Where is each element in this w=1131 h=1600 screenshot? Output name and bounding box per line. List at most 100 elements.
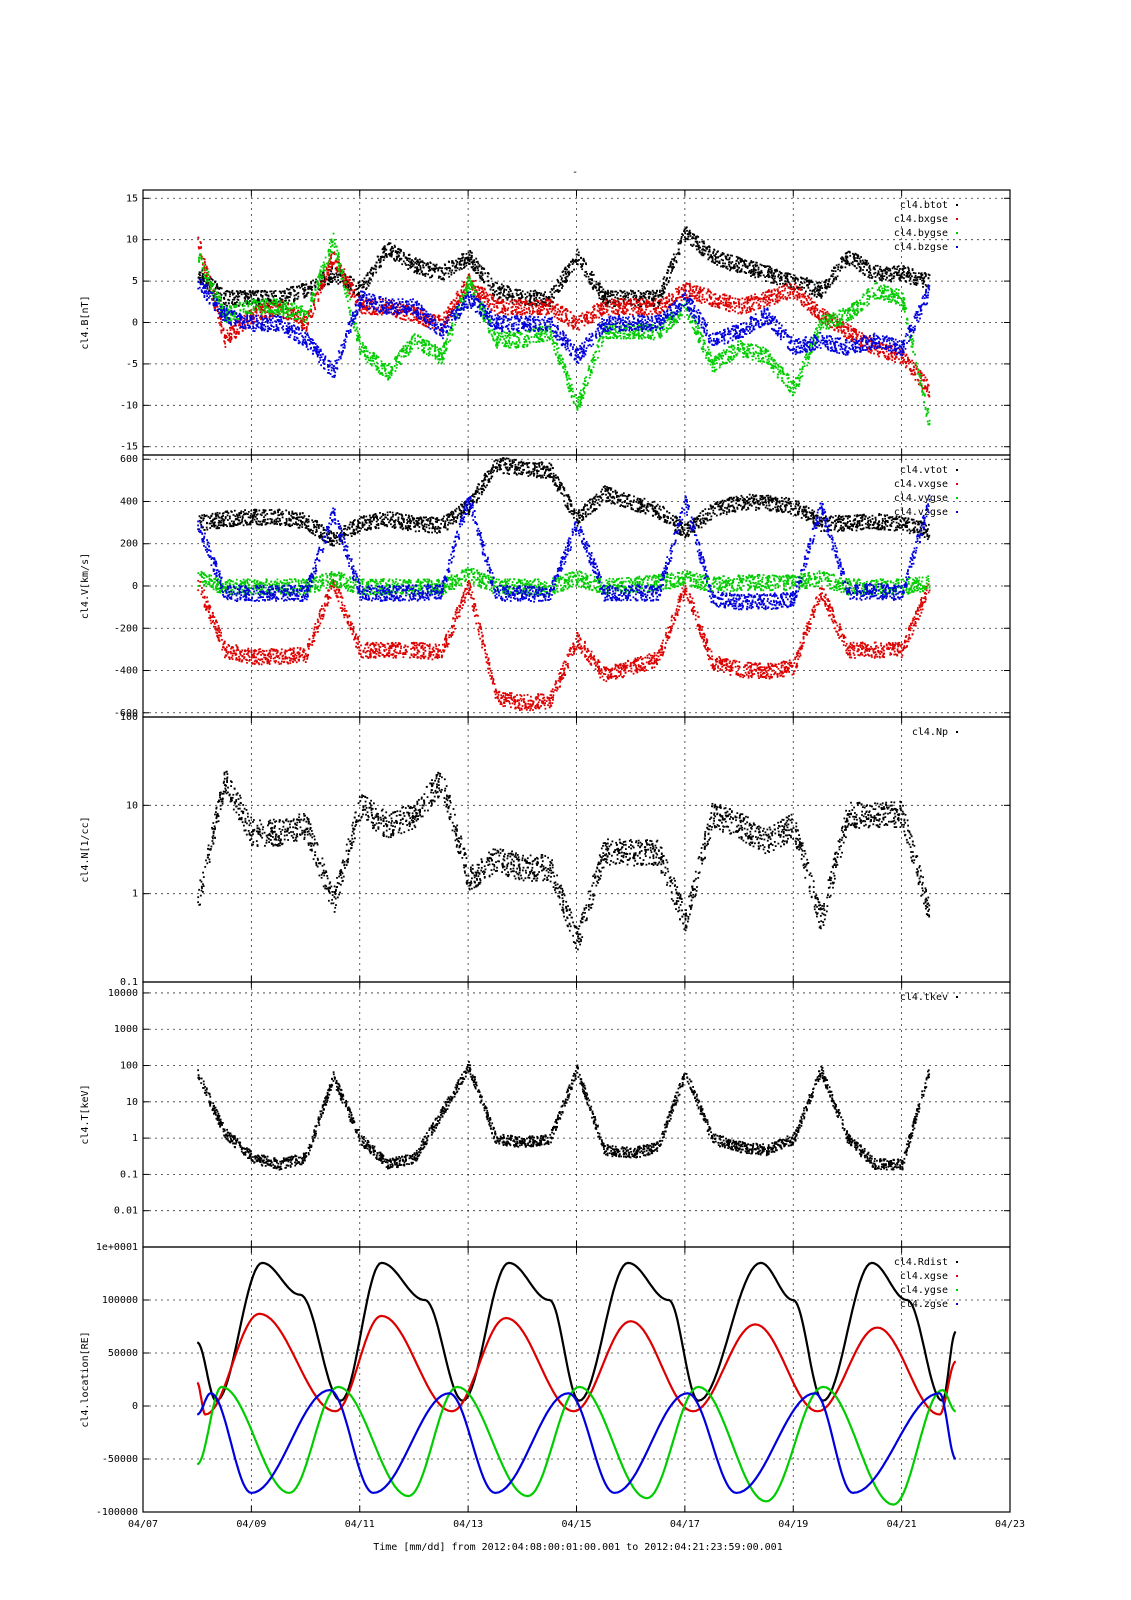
data-point [584, 262, 587, 265]
data-point [907, 360, 909, 363]
data-point [899, 279, 902, 282]
data-point [414, 261, 416, 264]
data-point [405, 264, 407, 266]
data-point [422, 266, 425, 269]
data-point [280, 298, 282, 301]
data-point [805, 279, 808, 282]
data-point [240, 291, 243, 294]
data-point [273, 290, 275, 293]
data-point [653, 298, 655, 300]
data-point [706, 248, 708, 250]
data-point [763, 298, 766, 300]
data-point [518, 311, 521, 313]
data-point [891, 359, 894, 362]
data-point [790, 283, 792, 286]
data-point [228, 338, 231, 341]
data-point [285, 295, 288, 298]
data-point [737, 261, 740, 264]
data-point [259, 316, 261, 319]
data-point [807, 295, 810, 298]
data-point [490, 286, 493, 289]
data-point [808, 293, 811, 296]
data-point [921, 372, 923, 375]
data-point [728, 301, 730, 304]
data-point [414, 308, 417, 311]
data-point [457, 257, 460, 260]
data-point [896, 266, 899, 268]
data-point [878, 355, 880, 358]
data-point [551, 309, 554, 311]
data-point [793, 289, 796, 291]
data-point [537, 313, 539, 316]
data-point [470, 266, 473, 268]
data-point [792, 295, 795, 298]
data-point [510, 295, 513, 298]
data-point [710, 291, 712, 294]
data-point [406, 257, 409, 260]
data-point [415, 307, 418, 309]
data-point [920, 274, 923, 277]
data-point [722, 252, 725, 255]
data-point [786, 275, 789, 278]
data-point [553, 285, 556, 287]
data-point [567, 270, 570, 273]
y-axis-label: cl4.B[nT] [80, 295, 91, 349]
data-point [627, 296, 629, 299]
data-point [758, 271, 761, 273]
data-point [481, 274, 484, 276]
data-point [893, 272, 895, 275]
data-point [473, 259, 476, 261]
data-point [806, 299, 808, 302]
data-point [323, 273, 325, 276]
data-point [602, 300, 604, 303]
data-point [745, 266, 747, 268]
data-point [214, 295, 217, 298]
data-point [338, 258, 340, 261]
data-point [581, 264, 584, 267]
data-point [873, 272, 875, 275]
data-point [203, 277, 206, 280]
data-point [528, 294, 531, 297]
data-point [198, 259, 200, 261]
data-point [434, 270, 436, 273]
data-point [266, 311, 269, 313]
data-point [473, 261, 476, 263]
data-point [684, 284, 687, 286]
data-point [645, 303, 648, 305]
data-point [404, 262, 407, 265]
data-point [279, 303, 282, 305]
data-point [642, 300, 645, 303]
data-point [285, 308, 287, 310]
data-point [879, 343, 881, 346]
data-point [847, 324, 850, 327]
data-point [505, 289, 508, 291]
data-point [551, 293, 553, 296]
data-point [646, 290, 649, 292]
data-point [272, 296, 275, 298]
data-point [343, 279, 345, 282]
data-point [199, 280, 202, 282]
data-point [885, 343, 888, 346]
data-point [529, 310, 531, 313]
data-point [504, 308, 506, 310]
data-point [558, 290, 561, 292]
data-point [564, 267, 567, 269]
data-point [462, 291, 465, 294]
data-point [222, 302, 225, 304]
data-point [867, 262, 870, 265]
data-point [453, 303, 456, 306]
data-point [639, 311, 642, 314]
data-point [494, 291, 496, 293]
data-point [583, 259, 585, 261]
data-point [454, 269, 457, 272]
data-point [562, 270, 565, 273]
y-tick-label: -15 [120, 442, 138, 453]
data-point [383, 256, 386, 259]
data-point [745, 311, 748, 314]
data-point [335, 269, 338, 272]
data-point [369, 272, 372, 275]
data-point [844, 335, 847, 337]
data-point [561, 277, 563, 279]
data-point [767, 271, 769, 274]
data-point [588, 278, 590, 281]
